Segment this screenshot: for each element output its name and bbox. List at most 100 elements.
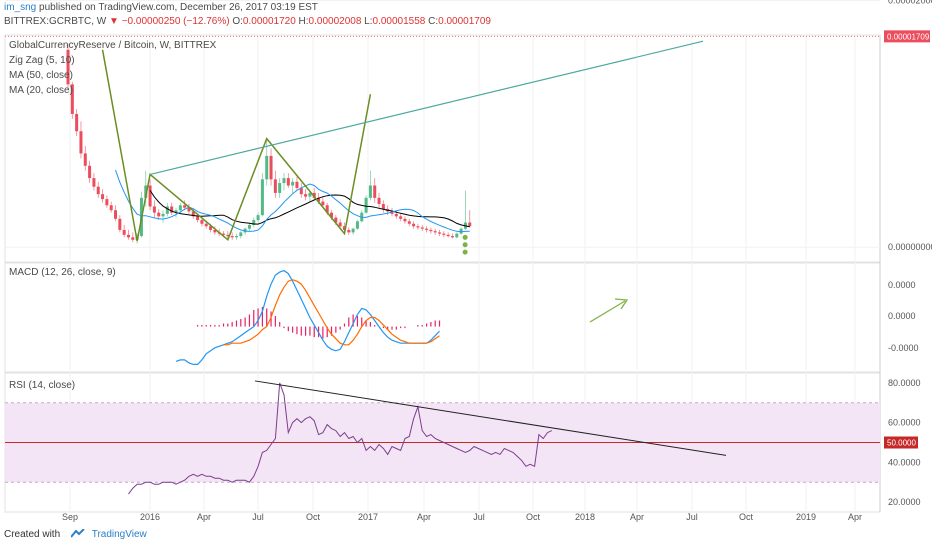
rsi-line: [128, 382, 553, 495]
footer: Created with TradingView: [4, 529, 147, 540]
candle-body: [420, 227, 424, 229]
x-axis-label: Oct: [739, 512, 754, 522]
macd-pane: [4, 262, 881, 373]
x-axis-label: Jul: [473, 512, 485, 522]
candle-body: [109, 205, 113, 211]
low-value: 0.00001558: [372, 16, 426, 27]
macd-tick-label: 0.0000: [888, 280, 916, 290]
projection-dot: [462, 242, 468, 248]
candle-body: [416, 226, 420, 228]
macd-tick-label: -0.0000: [888, 343, 919, 353]
candle-body: [330, 212, 334, 218]
rsi-tick-label: 60.0000: [888, 418, 921, 428]
candle-body: [191, 211, 195, 217]
candle-body: [442, 233, 446, 235]
ma20-legend[interactable]: MA (20, close): [9, 85, 73, 96]
candle-body: [459, 228, 463, 234]
candle-body: [351, 228, 355, 233]
candle-body: [126, 234, 130, 238]
candle-body: [101, 194, 105, 200]
zigzag-legend[interactable]: Zig Zag (5, 10): [9, 55, 75, 66]
candle-body: [200, 220, 204, 224]
macd-arrow-shaft: [589, 300, 626, 323]
candle-body: [118, 218, 122, 230]
rsi-trendline: [254, 380, 727, 456]
price-legend-title[interactable]: GlobalCurrencyReserve / Bitcoin, W, BITT…: [9, 40, 217, 51]
candle-body: [131, 237, 135, 240]
rsi-tick-label: 40.0000: [888, 457, 921, 467]
candle-body: [209, 226, 213, 230]
candle-body: [429, 229, 433, 232]
macd-legend[interactable]: MACD (12, 26, close, 9): [9, 267, 116, 278]
candle-body: [338, 222, 342, 227]
ma50-legend[interactable]: MA (50, close): [9, 70, 73, 81]
candle-body: [204, 223, 208, 227]
candle-body: [317, 197, 321, 202]
symbol-label: BITTREX:GCRBTC, W: [4, 16, 107, 27]
candle-body: [295, 181, 299, 188]
macd-arrow-head-icon: [614, 298, 629, 310]
candle-body: [187, 207, 191, 212]
author-link[interactable]: im_sng: [4, 2, 37, 13]
candle-body: [105, 199, 109, 206]
x-axis-label: 2018: [575, 512, 595, 522]
high-value: 0.00002008: [308, 16, 362, 27]
chart-svg[interactable]: Sep 2016 Apr Jul Oct 2017 Apr Jul Oct 2018 Apr Jul O…: [0, 0, 932, 528]
high-label: H:: [298, 16, 309, 27]
projection-dot: [462, 234, 468, 240]
ohlc-line: BITTREX:GCRBTC, W ▼ −0.00000250 (−12.76%…: [4, 16, 491, 27]
x-axis-label: 2017: [358, 512, 378, 522]
candle-body: [170, 206, 174, 213]
candle-body: [165, 206, 169, 214]
rsi-tick-label: 80.0000: [888, 378, 921, 388]
x-axis-label: Sep: [62, 512, 78, 522]
candle-body: [66, 49, 70, 85]
rsi-midline-text: 50.0000: [887, 439, 916, 448]
macd-line: [175, 269, 440, 365]
ma50-line: [149, 190, 470, 228]
candle-body: [377, 197, 381, 205]
price-pane: [4, 34, 881, 263]
candle-body: [450, 236, 454, 238]
candle-body: [226, 234, 230, 237]
candle-body: [239, 232, 243, 237]
candle-body: [144, 185, 148, 198]
candle-body: [407, 221, 411, 224]
candle-body: [96, 186, 100, 195]
publish-line: im_sng published on TradingView.com, Dec…: [4, 2, 318, 13]
macd-tick-label: 0.0000: [888, 311, 916, 321]
candle-body: [157, 212, 161, 217]
candle-body: [390, 211, 394, 214]
tradingview-brand[interactable]: TradingView: [91, 529, 147, 540]
candle-body: [399, 216, 403, 219]
price-tick-label: 0.00000000: [888, 242, 932, 252]
candle-body: [213, 229, 217, 233]
x-axis-label: Oct: [526, 512, 541, 522]
candle-body: [347, 229, 351, 233]
signal-line: [223, 279, 440, 346]
candle-body: [282, 178, 286, 184]
candle-body: [269, 155, 273, 180]
candle-body: [174, 210, 178, 213]
price-trendline: [149, 40, 704, 175]
candle-body: [364, 197, 368, 213]
candle-body: [247, 224, 251, 229]
candle-body: [468, 222, 472, 227]
candle-body: [265, 155, 269, 180]
candle-body: [92, 178, 96, 187]
candle-body: [446, 234, 450, 237]
candle-body: [196, 216, 200, 221]
candle-body: [273, 179, 277, 193]
candle-body: [403, 218, 407, 222]
candle-body: [161, 213, 165, 217]
rsi-midline-tag: [884, 436, 918, 449]
candle-body: [455, 233, 459, 238]
rsi-legend[interactable]: RSI (14, close): [9, 380, 76, 391]
candle-body: [299, 187, 303, 195]
candle-body: [83, 153, 87, 166]
x-axis-label: Apr: [197, 512, 211, 522]
candle-body: [304, 194, 308, 197]
candle-body: [325, 205, 329, 213]
candle-body: [381, 204, 385, 209]
rsi-tick-label: 20.0000: [888, 497, 921, 507]
